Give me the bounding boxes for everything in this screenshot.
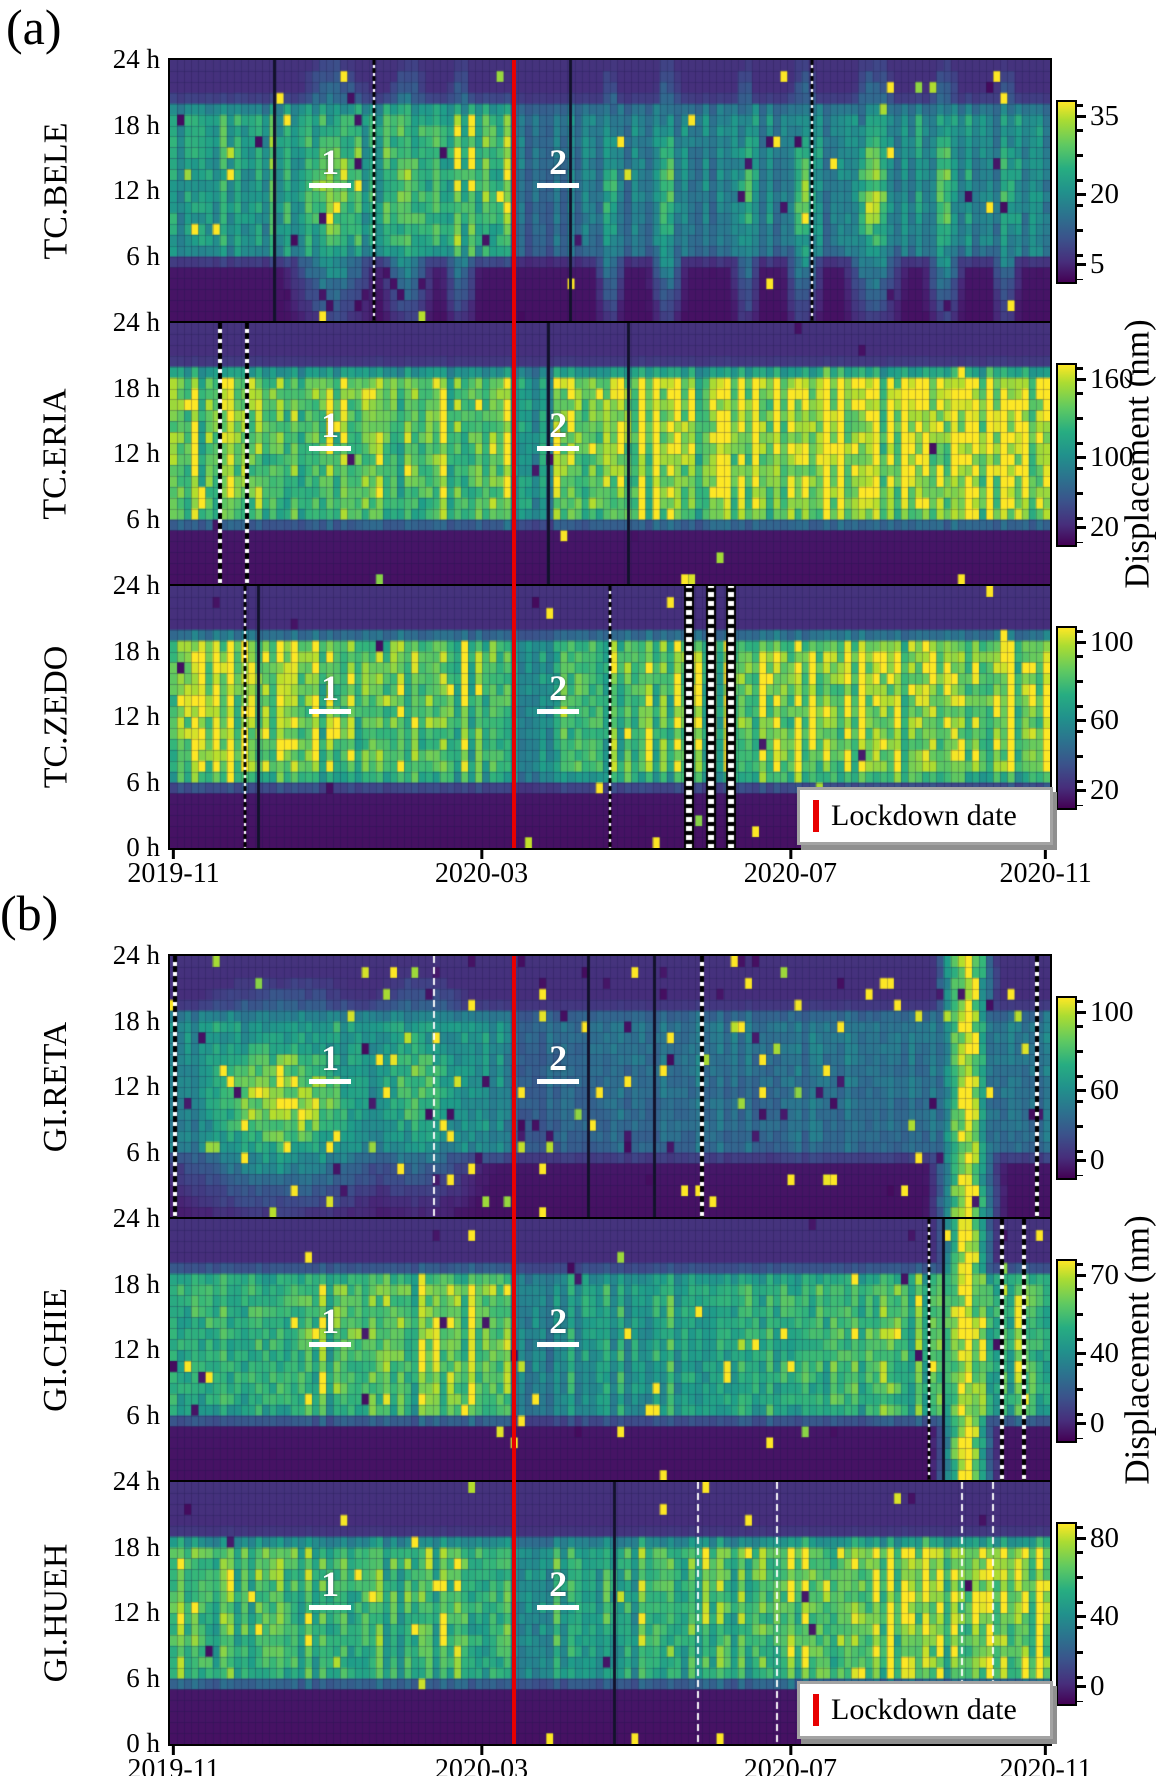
y-tick-label: 6 h xyxy=(126,1400,160,1430)
y-tick-label: 12 h xyxy=(112,701,160,731)
y-tick-label: 6 h xyxy=(126,1137,160,1167)
x-tick: 2020-03 xyxy=(435,850,528,890)
y-tick-label: 18 h xyxy=(112,636,160,666)
colorbar-tick: 100 xyxy=(1077,441,1134,473)
colorbar-minor-ticks xyxy=(1077,1526,1083,1702)
colorbar-minor-ticks xyxy=(1077,367,1083,543)
colorbar-tick: 20 xyxy=(1077,774,1119,806)
lockdown-legend-b: Lockdown date xyxy=(797,1681,1053,1739)
x-tick: 2020-07 xyxy=(744,850,837,890)
station-label-gi-chie: GI.CHIE xyxy=(37,1288,75,1412)
y-tick-label: 18 h xyxy=(112,1269,160,1299)
x-axis-b: 2019-11 2020-03 2020-07 2020-11 xyxy=(127,1746,1092,1776)
heatmap-tc-eria xyxy=(168,321,1052,587)
colorbar-tick: 20 xyxy=(1077,178,1119,210)
colorbar-tick: 40 xyxy=(1077,1337,1119,1369)
colorbar-minor-ticks xyxy=(1077,1263,1083,1439)
y-tick-label: 12 h xyxy=(112,1597,160,1627)
heatmap-gi-reta xyxy=(168,954,1052,1220)
colorbar-tc-bele: 35 20 5 xyxy=(1056,100,1166,284)
y-tick-label: 24 h xyxy=(112,570,160,600)
y-tick-label: 12 h xyxy=(112,175,160,205)
station-label-tc-zedo: TC.ZEDO xyxy=(37,645,74,789)
colorbar-tick: 40 xyxy=(1077,1600,1119,1632)
y-tick-label: 24 h xyxy=(112,307,160,337)
colorbar-tick: 60 xyxy=(1077,1074,1119,1106)
colorbar-tick: 100 xyxy=(1077,626,1134,658)
colorbar-tick: 0 xyxy=(1077,1144,1105,1176)
panel-b-label: (b) xyxy=(0,885,59,941)
colorbar-tick: 70 xyxy=(1077,1259,1119,1291)
colorbar-minor-ticks xyxy=(1077,104,1083,280)
y-tick-label: 6 h xyxy=(126,767,160,797)
x-tick: 2020-11 xyxy=(999,850,1092,890)
colorbar-tc-zedo: 100 60 20 xyxy=(1056,626,1166,810)
displacement-axis-label-b: Displacement (nm) xyxy=(1118,1215,1157,1485)
colorbar-gradient xyxy=(1056,996,1077,1180)
x-tick: 2020-07 xyxy=(744,1746,837,1776)
lockdown-legend-a: Lockdown date xyxy=(797,787,1053,845)
y-tick-label: 24 h xyxy=(112,940,160,970)
x-tick: 2019-11 xyxy=(127,1746,220,1776)
station-label-gi-reta: GI.RETA xyxy=(37,1021,75,1153)
x-axis-a: 2019-11 2020-03 2020-07 2020-11 xyxy=(127,850,1092,894)
y-tick-label: 24 h xyxy=(112,44,160,74)
colorbar-tick: 0 xyxy=(1077,1407,1105,1439)
colorbar-tc-eria: 160 100 20 xyxy=(1056,363,1166,547)
y-tick-label: 12 h xyxy=(112,438,160,468)
colorbar-gradient xyxy=(1056,1259,1077,1443)
lockdown-line-a xyxy=(512,60,517,848)
x-tick: 2020-03 xyxy=(435,1746,528,1776)
colorbar-minor-ticks xyxy=(1077,630,1083,806)
lockdown-legend-label: Lockdown date xyxy=(831,799,1017,832)
heatmap-gi-hueh xyxy=(168,1480,1052,1746)
colorbar-tick: 0 xyxy=(1077,1670,1105,1702)
colorbar-gradient xyxy=(1056,100,1077,284)
colorbar-minor-ticks xyxy=(1077,1000,1083,1176)
colorbar-tick: 5 xyxy=(1077,248,1105,280)
displacement-axis-label-a: Displacement (nm) xyxy=(1118,319,1157,589)
colorbar-tick: 160 xyxy=(1077,363,1134,395)
lockdown-line-swatch xyxy=(813,1694,819,1726)
heatmap-gi-chie xyxy=(168,1217,1052,1483)
y-tick-label: 18 h xyxy=(112,373,160,403)
colorbar-gradient xyxy=(1056,626,1077,810)
y-tick-label: 0 h xyxy=(126,1728,160,1758)
station-label-gi-hueh: GI.HUEH xyxy=(37,1543,74,1683)
x-tick: 2020-11 xyxy=(999,1746,1092,1776)
colorbar-tick: 60 xyxy=(1077,704,1119,736)
heatmap-tc-bele xyxy=(168,58,1052,324)
lockdown-line-swatch xyxy=(813,800,819,832)
y-tick-label: 24 h xyxy=(112,1203,160,1233)
lockdown-legend-label: Lockdown date xyxy=(831,1693,1017,1726)
y-tick-label: 6 h xyxy=(126,504,160,534)
station-label-tc-bele: TC.BELE xyxy=(37,122,74,260)
y-tick-label: 6 h xyxy=(126,1663,160,1693)
y-tick-label: 0 h xyxy=(126,832,160,862)
colorbar-tick: 80 xyxy=(1077,1522,1119,1554)
y-tick-label: 12 h xyxy=(112,1071,160,1101)
x-tick: 2019-11 xyxy=(127,850,220,890)
y-tick-label: 18 h xyxy=(112,110,160,140)
station-label-tc-eria: TC.ERIA xyxy=(37,388,74,520)
y-tick-label: 18 h xyxy=(112,1532,160,1562)
y-tick-label: 12 h xyxy=(112,1334,160,1364)
colorbar-tick: 100 xyxy=(1077,996,1134,1028)
colorbar-gi-hueh: 80 40 0 xyxy=(1056,1522,1166,1706)
y-tick-label: 18 h xyxy=(112,1006,160,1036)
colorbar-gradient xyxy=(1056,363,1077,547)
colorbar-gi-reta: 100 60 0 xyxy=(1056,996,1166,1180)
panel-a-label: (a) xyxy=(6,0,62,55)
y-tick-label: 24 h xyxy=(112,1466,160,1496)
lockdown-line-b xyxy=(512,956,517,1744)
colorbar-gradient xyxy=(1056,1522,1077,1706)
colorbar-tick: 35 xyxy=(1077,100,1119,132)
colorbar-gi-chie: 70 40 0 xyxy=(1056,1259,1166,1443)
colorbar-tick: 20 xyxy=(1077,511,1119,543)
y-tick-label: 6 h xyxy=(126,241,160,271)
